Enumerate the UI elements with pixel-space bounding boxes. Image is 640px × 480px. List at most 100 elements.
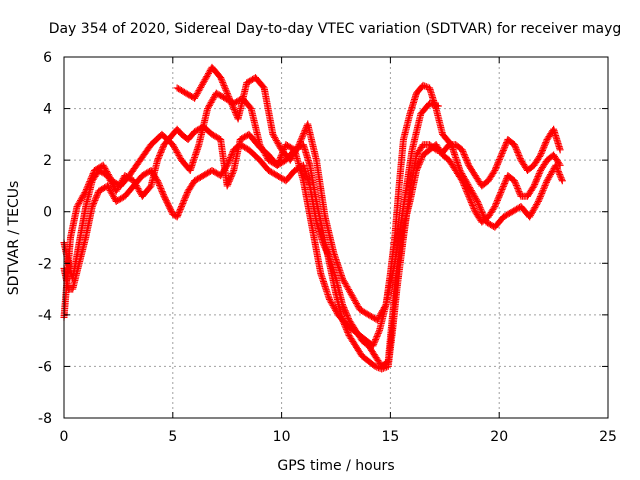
- data-point: [501, 179, 509, 187]
- data-point: [533, 174, 541, 182]
- data-point: [159, 191, 167, 199]
- y-tick-label: -6: [38, 359, 52, 375]
- data-point: [222, 163, 230, 171]
- data-point: [490, 168, 498, 176]
- data-point: [538, 189, 546, 197]
- data-point: [465, 192, 473, 200]
- data-point: [554, 166, 562, 174]
- y-tick-label: 4: [43, 102, 52, 118]
- data-point: [539, 145, 547, 153]
- data-point: [224, 160, 232, 168]
- data-point: [166, 204, 174, 212]
- data-point: [153, 175, 161, 183]
- data-point: [275, 158, 283, 166]
- data-point: [470, 205, 478, 213]
- data-point: [155, 153, 163, 161]
- data-point: [536, 193, 544, 201]
- data-point: [221, 85, 229, 93]
- data-point: [373, 363, 381, 371]
- x-tick-label: 15: [381, 429, 399, 445]
- data-point: [515, 188, 523, 196]
- data-point: [295, 141, 303, 149]
- data-point: [495, 157, 503, 165]
- data-point: [220, 82, 228, 90]
- data-point: [157, 147, 165, 155]
- data-point: [217, 74, 225, 82]
- data-point: [179, 199, 187, 207]
- data-point: [464, 160, 472, 168]
- data-point: [163, 198, 171, 206]
- data-point: [90, 198, 98, 206]
- data-point: [164, 201, 172, 209]
- data-point: [513, 147, 521, 155]
- data-point: [299, 131, 307, 139]
- data-point: [181, 195, 189, 203]
- data-point: [174, 211, 182, 219]
- data-point: [162, 195, 170, 203]
- data-point: [475, 201, 483, 209]
- data-point: [465, 194, 473, 202]
- data-point: [514, 186, 522, 194]
- data-point: [324, 251, 332, 259]
- data-point: [530, 182, 538, 190]
- data-point: [343, 311, 351, 319]
- data-point: [499, 182, 507, 190]
- data-point: [218, 77, 226, 85]
- data-point: [275, 157, 283, 165]
- data-point: [154, 177, 162, 185]
- data-point: [167, 207, 175, 215]
- data-point: [542, 178, 550, 186]
- data-point: [344, 314, 352, 322]
- data-point: [324, 249, 332, 257]
- data-point: [469, 202, 477, 210]
- data-point: [81, 189, 89, 197]
- data-point: [372, 336, 380, 344]
- y-tick-label: -8: [38, 411, 52, 427]
- data-point: [225, 179, 233, 187]
- data-point: [498, 149, 506, 157]
- data-point: [155, 180, 163, 188]
- data-point: [511, 142, 519, 150]
- data-point: [228, 170, 236, 178]
- axis-ticks: 0 5 10 15 20 25 -8 -6 -4 -2 0 2 4 6: [38, 50, 617, 445]
- data-point: [221, 83, 229, 91]
- data-point: [161, 194, 169, 202]
- data-point: [553, 164, 561, 172]
- y-tick-label: 0: [43, 205, 52, 221]
- data-point: [86, 178, 94, 186]
- data-point: [296, 137, 304, 145]
- x-tick-label: 20: [490, 429, 508, 445]
- data-point: [476, 204, 484, 212]
- data-point: [501, 178, 509, 186]
- chart-title: Day 354 of 2020, Sidereal Day-to-day VTE…: [49, 21, 622, 37]
- data-point: [502, 140, 510, 148]
- y-tick-label: -2: [38, 256, 52, 272]
- data-point: [556, 146, 564, 154]
- data-point: [555, 169, 563, 177]
- y-tick-label: 6: [43, 50, 52, 66]
- data-point: [417, 156, 425, 164]
- data-point: [224, 180, 232, 188]
- data-point: [84, 182, 92, 190]
- data-point: [552, 161, 560, 169]
- data-point: [535, 170, 543, 178]
- data-point: [540, 143, 548, 151]
- data-point: [159, 189, 167, 197]
- data-point: [512, 145, 520, 153]
- data-point: [296, 139, 304, 147]
- data-point: [370, 339, 378, 347]
- data-point: [537, 149, 545, 157]
- data-point: [156, 183, 164, 191]
- data-point: [178, 201, 186, 209]
- data-point: [413, 165, 421, 173]
- data-point: [320, 242, 328, 250]
- data-point: [468, 200, 476, 208]
- data-point: [87, 174, 95, 182]
- data-point: [298, 133, 306, 141]
- data-point: [492, 199, 500, 207]
- data-point: [92, 195, 100, 203]
- data-point: [495, 193, 503, 201]
- data-point: [223, 161, 231, 169]
- data-point: [160, 192, 168, 200]
- data-point: [165, 203, 173, 211]
